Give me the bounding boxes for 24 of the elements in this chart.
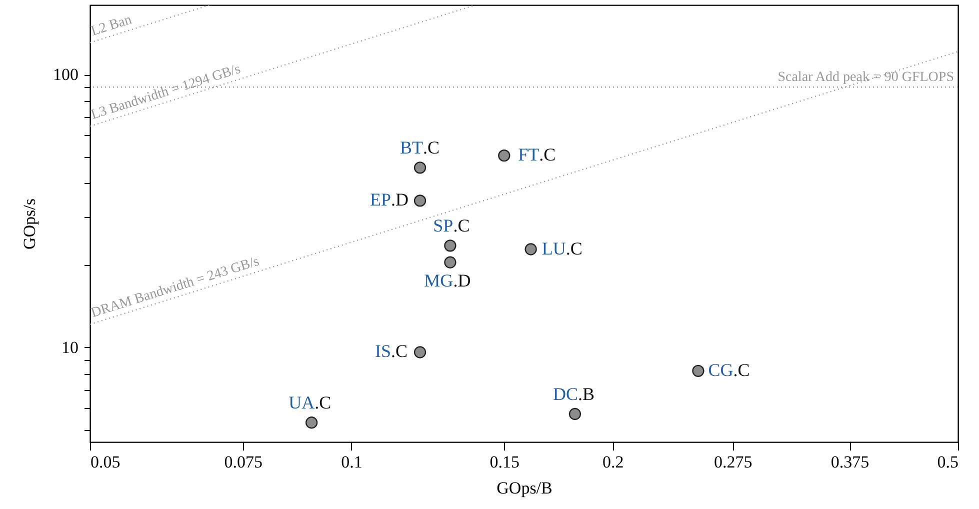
x-tick-label: 0.075 bbox=[224, 452, 262, 472]
annotation: DC.B bbox=[552, 384, 594, 404]
y-tick-label: 100 bbox=[53, 65, 78, 84]
text: L2 Ban bbox=[89, 12, 134, 40]
annotation: BT.C bbox=[400, 138, 440, 158]
annotation: MG.D bbox=[424, 270, 471, 290]
x-tick-label: 0.2 bbox=[602, 452, 624, 472]
x-tick-label: 0.1 bbox=[341, 452, 362, 472]
annotation: LU.C bbox=[542, 238, 582, 258]
x-tick-label: 0.275 bbox=[714, 452, 752, 472]
ref-line-label: Scalar Add peak = 90 GFLOPS bbox=[778, 70, 954, 86]
y-tick-label: 10 bbox=[62, 338, 78, 357]
annotation: SP.C bbox=[433, 216, 470, 236]
annotation: EP.D bbox=[370, 190, 409, 210]
x-tick-label: 0.375 bbox=[830, 452, 870, 472]
annotation: FT.C bbox=[518, 144, 556, 165]
x-tick-label: 0.15 bbox=[490, 452, 520, 472]
x-tick-label: 0.5 bbox=[937, 452, 958, 472]
y-axis-title: GOps/s bbox=[20, 198, 39, 250]
x-axis-title: GOps/B bbox=[496, 478, 552, 498]
x-tick-label: 0.05 bbox=[90, 452, 120, 472]
annotation: CG.C bbox=[708, 360, 750, 380]
annotation: UA.C bbox=[288, 392, 332, 413]
annotation: IS.C bbox=[375, 341, 408, 362]
